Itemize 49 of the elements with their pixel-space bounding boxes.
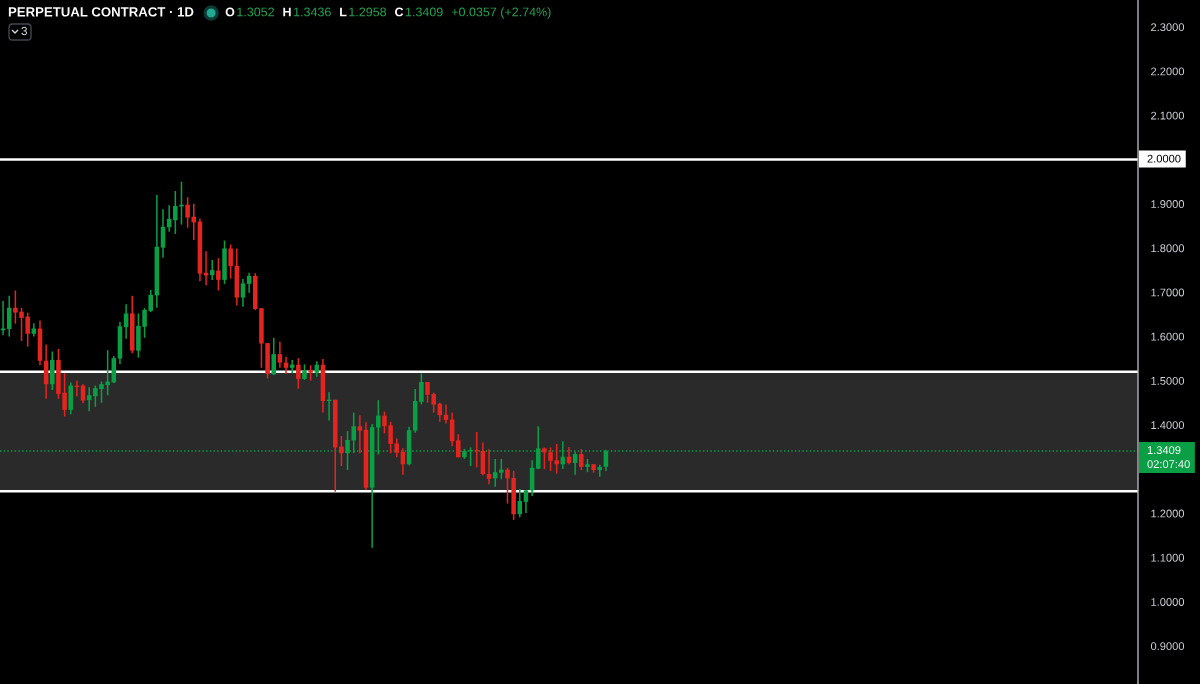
annotation: 1.3436 <box>294 7 331 17</box>
y-tick-label: 1.5000 <box>1151 376 1185 385</box>
annotation: H <box>283 7 291 17</box>
candlestick <box>486 448 492 485</box>
y-tick-label: 2.1000 <box>1151 111 1185 120</box>
ref-line-label: 1.3409 <box>1147 446 1181 455</box>
candlestick <box>240 278 246 308</box>
annotation: +0.0357 (+2.74%) <box>451 7 551 19</box>
y-tick-label: 1.0000 <box>1151 598 1185 606</box>
y-tick-label: 1.9000 <box>1151 200 1185 208</box>
candlestick <box>339 435 344 467</box>
y-tick-label: 2.2000 <box>1151 67 1185 76</box>
annotation: 1.3052 <box>237 7 274 17</box>
y-tick-label: 0.9000 <box>1150 642 1185 651</box>
candlestick <box>228 243 233 280</box>
candlestick <box>123 303 129 340</box>
annotation: 1.3409 <box>405 7 443 17</box>
annotation: O <box>225 7 235 17</box>
annotation: L <box>340 7 347 17</box>
candlestick <box>271 337 277 376</box>
candlestick <box>579 448 584 471</box>
candlestick <box>277 341 283 369</box>
candlestick <box>209 259 215 281</box>
annotation: C <box>395 7 404 17</box>
text: 02:07:40 <box>1147 460 1190 469</box>
ref-line-label: 2.0000 <box>1147 154 1181 163</box>
candlestick <box>216 257 221 292</box>
candlestick <box>6 295 12 338</box>
candlestick <box>357 414 363 454</box>
chart-title: PERPETUAL CONTRACT · 1D <box>8 7 194 17</box>
annotation: 3 <box>21 26 28 36</box>
y-tick-label: 1.6000 <box>1151 332 1185 341</box>
candlestick <box>505 467 510 505</box>
y-tick-label: 2.3000 <box>1151 23 1185 32</box>
candlestick <box>173 190 178 235</box>
candlestick <box>542 446 547 470</box>
candlestick <box>474 431 480 469</box>
y-tick-label: 1.7000 <box>1151 288 1185 297</box>
candlestick <box>499 458 504 481</box>
candlestick <box>86 386 92 412</box>
y-tick-label: 1.4000 <box>1151 421 1185 430</box>
annotation: 1.2958 <box>349 7 387 17</box>
candlestick <box>419 372 424 406</box>
y-tick-label: 1.2000 <box>1151 509 1185 518</box>
candlestick <box>456 433 461 459</box>
candlestick <box>296 357 301 390</box>
candlestick <box>597 463 603 478</box>
y-tick-label: 1.1000 <box>1151 553 1185 562</box>
y-tick-label: 1.8000 <box>1151 244 1185 253</box>
